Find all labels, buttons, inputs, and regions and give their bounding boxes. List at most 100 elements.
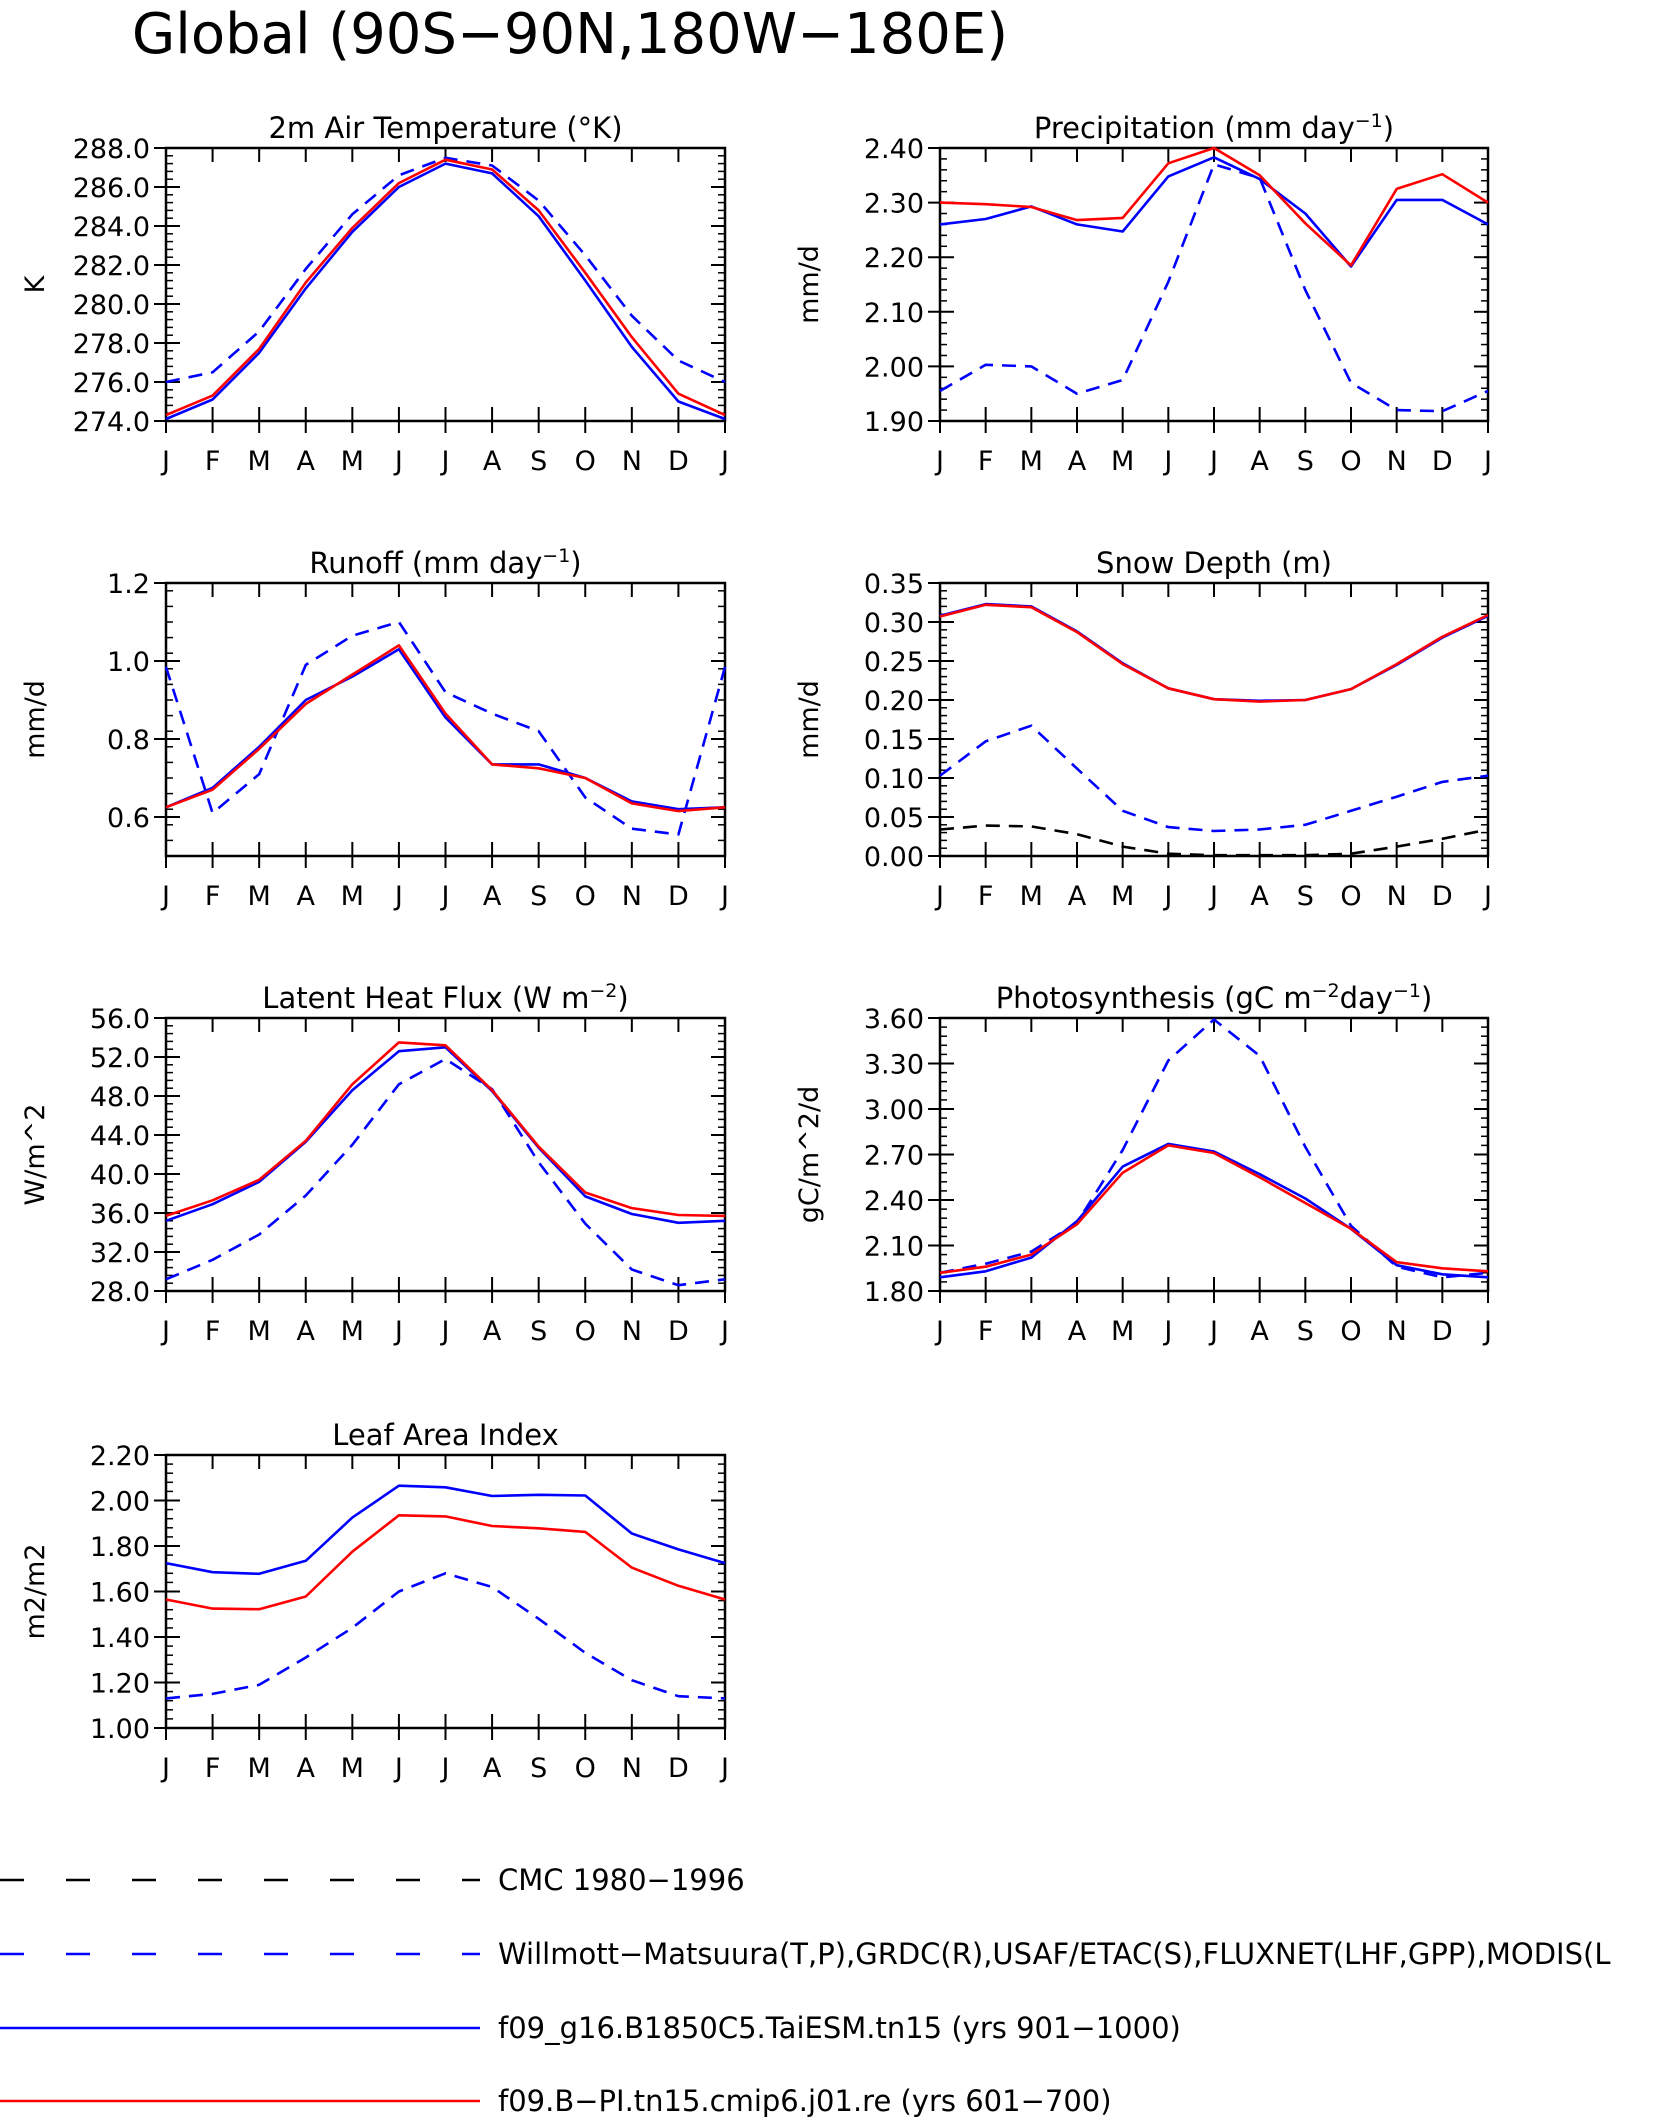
x-tick-label: J (1482, 1316, 1492, 1347)
x-tick-label: D (668, 881, 689, 912)
panel-lhf: Latent Heat Flux (W m−2) 28.0 32.0 36.0 40.0… (20, 980, 729, 1347)
x-tick-label: M (248, 881, 271, 912)
y-axis-label: W/m^2 (20, 1104, 51, 1206)
x-tick-label: S (530, 446, 547, 477)
x-tick-label: D (1432, 446, 1453, 477)
x-tick-label: O (1340, 446, 1361, 477)
y-tick-label: 0.8 (107, 725, 150, 756)
y-tick-label: 0.20 (864, 686, 924, 717)
x-tick-label: O (1340, 881, 1361, 912)
x-tick-label: S (530, 1316, 547, 1347)
x-tick-label: J (440, 446, 450, 477)
series-line-obs (939, 1018, 1489, 1279)
x-tick-label: D (1432, 881, 1453, 912)
x-tick-label: J (1482, 446, 1492, 477)
x-tick-label: M (1111, 1316, 1134, 1347)
y-tick-label: 1.80 (90, 1532, 150, 1563)
series-line-case1 (165, 162, 726, 421)
x-tick-label: S (530, 1753, 547, 1784)
x-tick-label: F (205, 1316, 221, 1347)
y-tick-label: 2.20 (864, 243, 924, 274)
x-tick-label: J (719, 881, 729, 912)
panel-title: Snow Depth (m) (1096, 546, 1332, 580)
x-tick-label: M (341, 1753, 364, 1784)
x-tick-label: S (1297, 881, 1314, 912)
x-tick-label: M (248, 1316, 271, 1347)
y-tick-label: 2.40 (864, 1186, 924, 1217)
x-tick-label: J (934, 446, 944, 477)
y-tick-label: 0.05 (864, 803, 924, 834)
y-tick-label: 1.00 (90, 1714, 150, 1745)
y-tick-label: 3.30 (864, 1050, 924, 1081)
legend-label-case2: f09.B−PI.tn15.cmip6.j01.re (yrs 601−700) (498, 2084, 1112, 2118)
panel-title: Runoff (mm day−1) (309, 545, 581, 580)
panel-title: Photosynthesis (gC m−2day−1) (996, 980, 1433, 1015)
x-tick-label: M (341, 1316, 364, 1347)
y-tick-label: 0.25 (864, 647, 924, 678)
x-tick-label: N (1387, 1316, 1407, 1347)
x-tick-label: A (297, 1316, 316, 1347)
y-tick-label: 278.0 (73, 329, 150, 360)
x-tick-label: N (622, 1753, 642, 1784)
series-line-obs (165, 1057, 726, 1287)
y-tick-label: 28.0 (90, 1277, 150, 1308)
x-tick-label: A (297, 881, 316, 912)
x-tick-label: M (1111, 881, 1134, 912)
panel-runoff: Runoff (mm day−1)0.60.81.01.2mm/dJ F M A M J J… (20, 545, 729, 912)
x-tick-label: A (483, 881, 502, 912)
x-tick-label: A (1068, 446, 1087, 477)
series-line-case1 (165, 647, 726, 811)
legend: CMC 1980−1996 Willmott−Matsuura(T,P),GRDC… (0, 1863, 1611, 2118)
x-tick-label: D (668, 446, 689, 477)
y-tick-label: 3.00 (864, 1095, 924, 1126)
x-tick-label: M (1020, 881, 1043, 912)
x-tick-label: N (1387, 881, 1407, 912)
y-tick-label: 1.90 (864, 407, 924, 438)
series-line-obs (165, 1572, 726, 1700)
y-tick-label: 0.00 (864, 842, 924, 873)
x-tick-label: O (1340, 1316, 1361, 1347)
y-axis-label: m2/m2 (20, 1543, 51, 1639)
panel-temp: 2m Air Temperature (°K) 274.0 276.0 278.0 28… (20, 111, 729, 477)
series-line-case2 (165, 158, 726, 417)
series-line-case2 (165, 1514, 726, 1611)
x-tick-label: J (160, 1753, 170, 1784)
x-tick-label: J (1482, 881, 1492, 912)
x-tick-label: M (248, 446, 271, 477)
x-tick-label: A (483, 446, 502, 477)
x-tick-label: J (934, 1316, 944, 1347)
x-tick-label: J (1162, 446, 1172, 477)
x-tick-label: J (160, 881, 170, 912)
legend-label-obs: Willmott−Matsuura(T,P),GRDC(R),USAF/ETAC… (498, 1937, 1611, 1971)
y-tick-label: 276.0 (73, 368, 150, 399)
y-tick-label: 286.0 (73, 173, 150, 204)
x-tick-label: J (160, 1316, 170, 1347)
x-tick-label: J (393, 1316, 403, 1347)
x-tick-label: F (978, 881, 994, 912)
y-tick-label: 2.40 (864, 134, 924, 165)
x-tick-label: A (297, 446, 316, 477)
y-tick-label: 274.0 (73, 407, 150, 438)
x-tick-label: J (1162, 881, 1172, 912)
y-tick-label: 2.00 (90, 1487, 150, 1518)
x-tick-label: N (1387, 446, 1407, 477)
panel-title: Precipitation (mm day−1) (1034, 110, 1394, 145)
x-tick-label: O (575, 446, 596, 477)
x-tick-label: J (1208, 881, 1218, 912)
legend-label-case1: f09_g16.B1850C5.TaiESM.tn15 (yrs 901−100… (498, 2011, 1181, 2045)
legend-label-cmc: CMC 1980−1996 (498, 1863, 745, 1897)
y-tick-label: 2.10 (864, 1232, 924, 1263)
series-line-obs (939, 724, 1489, 833)
y-axis-label: gC/m^2/d (794, 1086, 825, 1223)
x-tick-label: A (483, 1753, 502, 1784)
series-line-obs (164, 620, 727, 836)
y-tick-label: 44.0 (90, 1121, 150, 1152)
series-line-case2 (939, 1144, 1489, 1275)
plot-frame (938, 581, 1490, 858)
x-tick-label: M (1111, 446, 1134, 477)
x-tick-label: D (1432, 1316, 1453, 1347)
y-tick-label: 40.0 (90, 1160, 150, 1191)
y-tick-label: 2.30 (864, 189, 924, 220)
y-tick-label: 2.00 (864, 352, 924, 383)
x-tick-label: M (1020, 446, 1043, 477)
